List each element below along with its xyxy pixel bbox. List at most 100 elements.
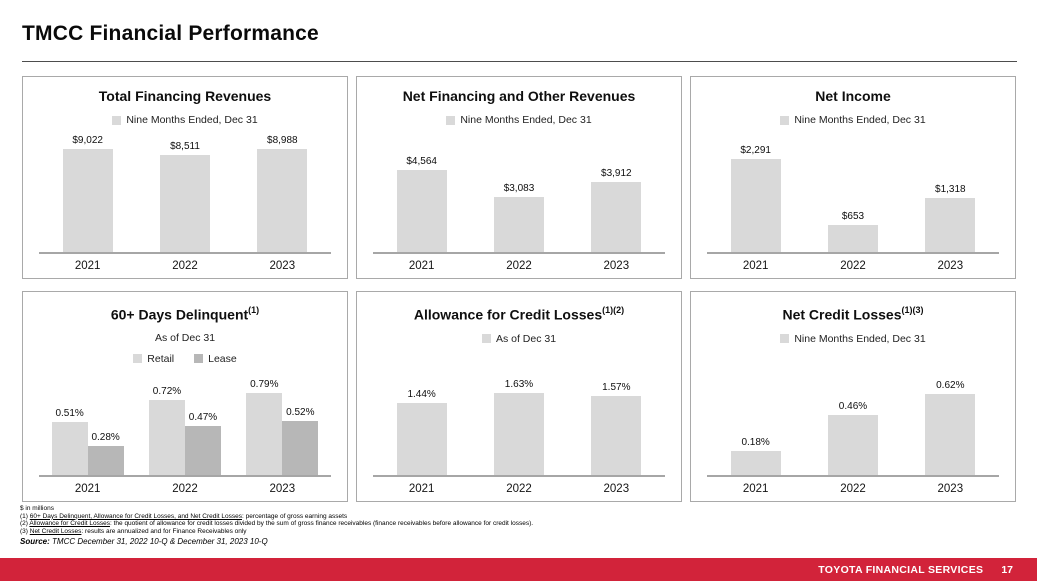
bar-column: $3,912 [591, 168, 642, 252]
legend-item: Lease [194, 353, 237, 365]
category-slot: $3,912 [568, 168, 665, 252]
category-label: 2023 [269, 260, 296, 272]
category-label: 2022 [172, 260, 198, 272]
bar-group: 0.79% 0.52% [246, 379, 319, 475]
bar-column: $2,291 [730, 145, 781, 252]
category-slot: 0.72% 0.47% [136, 386, 233, 475]
category-slot: 1.44% [373, 389, 470, 475]
chart-panel-net-income: Net Income Nine Months Ended, Dec 31 $2,29… [690, 76, 1016, 279]
bar-column: $8,511 [159, 141, 210, 252]
chart-panel-allowance-for-credit-losses: Allowance for Credit Losses(1)(2) As of D… [356, 291, 682, 502]
bar-column: $3,083 [493, 183, 544, 252]
legend-item: Nine Months Ended, Dec 31 [780, 333, 926, 345]
bar [257, 149, 308, 252]
category-label: 2022 [172, 483, 198, 495]
bar-column: 0.46% [827, 401, 878, 475]
category-label: 2023 [269, 483, 296, 495]
chart-legend: Nine Months Ended, Dec 31 [357, 114, 681, 126]
chart-title-superscript: (1)(2) [602, 305, 625, 315]
legend-label: Nine Months Ended, Dec 31 [126, 114, 258, 126]
category-slot: 0.62% [902, 380, 999, 475]
chart-legend: Nine Months Ended, Dec 31 [23, 114, 347, 126]
bar-column: $9,022 [62, 135, 113, 252]
chart-panel-total-financing-revenues: Total Financing Revenues Nine Months Ende… [22, 76, 348, 279]
bar [591, 396, 642, 475]
chart-title: Net Credit Losses(1)(3) [782, 305, 924, 323]
bar [396, 403, 447, 475]
plot-area: $2,291 $653 $1,318 [707, 126, 999, 252]
bar-group: 0.62% [925, 380, 976, 475]
bar [827, 415, 878, 475]
bar-group: $653 [827, 211, 878, 252]
category-slot: 1.63% [470, 379, 567, 475]
bar-value-label: $1,318 [935, 184, 966, 195]
bar [925, 198, 976, 252]
bar-column: $4,564 [396, 156, 447, 252]
legend-swatch-icon [780, 115, 790, 125]
page-title: TMCC Financial Performance [22, 22, 319, 45]
bar [159, 155, 210, 252]
bar-column: $1,318 [925, 184, 976, 252]
bar-column: 1.63% [493, 379, 544, 475]
bar-group: $3,083 [493, 183, 544, 252]
plot-area: 0.51% 0.28% 0.72% 0.47% 0.79% 0.52% [39, 365, 331, 475]
bar-column: 0.51% [51, 408, 88, 475]
category-slot: 0.51% 0.28% [39, 408, 136, 475]
legend-label: Nine Months Ended, Dec 31 [794, 114, 926, 126]
bar [184, 426, 221, 475]
category-label: 2022 [506, 260, 532, 272]
bar-column: 0.79% [246, 379, 283, 475]
category-slot: $4,564 [373, 156, 470, 252]
footnotes: $ in millions (1) 60+ Days Delinquent, Al… [20, 505, 720, 546]
bar-group: $8,988 [257, 135, 308, 252]
x-axis-line [39, 252, 331, 254]
chart-legend: Nine Months Ended, Dec 31 [691, 333, 1015, 345]
bar-value-label: 0.28% [91, 432, 120, 443]
category-slot: $3,083 [470, 183, 567, 252]
bar [282, 421, 319, 475]
bar-value-label: 0.47% [188, 412, 218, 423]
chart-title: 60+ Days Delinquent(1) [110, 305, 260, 323]
footnote-line: (2) Allowance for Credit Losses: the quo… [20, 520, 534, 528]
x-axis-line [373, 475, 665, 477]
legend-item: Nine Months Ended, Dec 31 [446, 114, 592, 126]
x-axis-line [39, 475, 331, 477]
footer-bar: TOYOTA FINANCIAL SERVICES 17 [0, 558, 1037, 581]
category-label: 2021 [74, 483, 101, 495]
chart-title: Total Financing Revenues [98, 88, 272, 104]
plot-area: $9,022 $8,511 $8,988 [39, 126, 331, 252]
footnote-line: (1) 60+ Days Delinquent, Allowance for C… [20, 512, 348, 520]
bar [396, 170, 447, 252]
legend-label: Nine Months Ended, Dec 31 [460, 114, 592, 126]
bar-column: 0.28% [87, 432, 124, 475]
bar-group: $8,511 [159, 141, 210, 252]
bar-value-label: $2,291 [740, 145, 771, 156]
category-labels: 2021 2022 2023 [373, 477, 665, 501]
category-slot: $9,022 [39, 135, 136, 252]
category-slot: $653 [804, 211, 901, 252]
bar [148, 400, 185, 475]
x-axis-line [707, 252, 999, 254]
charts-grid: Total Financing Revenues Nine Months Ende… [22, 76, 1016, 502]
bar-group: 0.51% 0.28% [51, 408, 124, 475]
category-label: 2021 [742, 483, 769, 495]
legend-swatch-icon [446, 115, 456, 125]
bar [51, 422, 88, 475]
category-slot: 1.57% [568, 382, 665, 475]
legend-label: Retail [147, 352, 175, 365]
bar-group: $9,022 [62, 135, 113, 252]
bar-group: 0.46% [827, 401, 878, 475]
bar-group: 1.63% [493, 379, 544, 475]
legend-swatch-icon [112, 115, 122, 125]
plot-area: 0.18% 0.46% 0.62% [707, 345, 999, 475]
bar-value-label: 0.46% [838, 401, 868, 412]
category-slot: $8,988 [234, 135, 331, 252]
bar-column: 1.44% [396, 389, 447, 475]
chart-title-superscript: (1) [248, 305, 260, 315]
category-slot: $1,318 [902, 184, 999, 252]
legend-item: Nine Months Ended, Dec 31 [780, 114, 926, 126]
chart-title-superscript: (1)(3) [901, 305, 924, 315]
category-label: 2022 [840, 260, 866, 272]
source-line: Source: TMCC December 31, 2022 10-Q & De… [20, 537, 268, 547]
category-labels: 2021 2022 2023 [39, 254, 331, 278]
